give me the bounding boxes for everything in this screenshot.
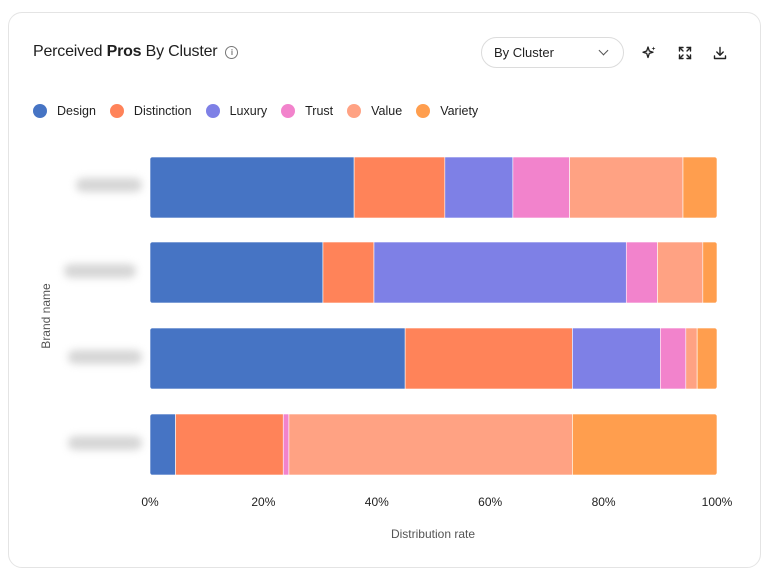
download-icon[interactable] bbox=[711, 44, 729, 62]
legend-label: Distinction bbox=[133, 104, 192, 118]
bar-row bbox=[150, 414, 717, 475]
legend-swatch bbox=[109, 104, 124, 118]
legend-label: Trust bbox=[305, 104, 334, 118]
bar-segment-value[interactable] bbox=[288, 414, 573, 475]
bar-row bbox=[150, 157, 717, 218]
bar-segment-value[interactable] bbox=[569, 157, 684, 218]
legend-item-distinction[interactable]: Distinction bbox=[109, 104, 192, 118]
bar-row bbox=[150, 328, 717, 389]
brand-label-blurred bbox=[68, 350, 142, 364]
legend-label: Luxury bbox=[229, 104, 268, 118]
bar-segment-variety[interactable] bbox=[572, 414, 717, 475]
title-prefix: Perceived bbox=[33, 43, 107, 60]
chart-legend: Design Distinction Luxury Trust Value Variety bbox=[33, 104, 492, 118]
bar-segment-distinction[interactable] bbox=[322, 242, 375, 303]
legend-label: Design bbox=[57, 104, 96, 118]
legend-swatch bbox=[33, 104, 47, 118]
bar-segment-luxury[interactable] bbox=[373, 242, 627, 303]
bar-segment-design[interactable] bbox=[150, 414, 176, 475]
legend-item-trust[interactable]: Trust bbox=[281, 104, 333, 118]
legend-swatch bbox=[205, 104, 220, 118]
bar-segment-distinction[interactable] bbox=[353, 157, 446, 218]
x-tick-label: 0% bbox=[141, 495, 159, 509]
bar-segment-design[interactable] bbox=[150, 242, 324, 303]
legend-item-value[interactable]: Value bbox=[347, 104, 402, 118]
bar-segment-value[interactable] bbox=[685, 328, 698, 389]
title-suffix: By Cluster bbox=[141, 43, 218, 60]
brand-label-blurred bbox=[64, 264, 136, 278]
legend-item-design[interactable]: Design bbox=[33, 104, 96, 118]
bar-segment-trust[interactable] bbox=[625, 242, 658, 303]
legend-label: Variety bbox=[440, 104, 479, 118]
cluster-select-value: By Cluster bbox=[494, 45, 554, 60]
legend-label: Value bbox=[371, 104, 403, 118]
bar-segment-value[interactable] bbox=[657, 242, 704, 303]
bar-segment-trust[interactable] bbox=[512, 157, 570, 218]
bar-segment-luxury[interactable] bbox=[572, 328, 661, 389]
cluster-select[interactable]: By Cluster bbox=[481, 37, 624, 68]
x-tick-label: 80% bbox=[592, 495, 616, 509]
x-tick-label: 20% bbox=[251, 495, 275, 509]
x-tick-label: 40% bbox=[365, 495, 389, 509]
page-title: Perceived Pros By Cluster i bbox=[33, 43, 239, 61]
title-bold: Pros bbox=[106, 43, 142, 60]
bar-segment-luxury[interactable] bbox=[444, 157, 514, 218]
brand-label-blurred bbox=[76, 178, 142, 192]
bar-segment-distinction[interactable] bbox=[175, 414, 284, 475]
x-tick-label: 60% bbox=[478, 495, 502, 509]
legend-swatch bbox=[281, 104, 296, 118]
bar-segment-variety[interactable] bbox=[682, 157, 717, 218]
brand-label-blurred bbox=[68, 436, 142, 450]
bar-segment-variety[interactable] bbox=[696, 328, 717, 389]
bar-segment-trust[interactable] bbox=[659, 328, 687, 389]
legend-item-luxury[interactable]: Luxury bbox=[205, 104, 268, 118]
legend-item-variety[interactable]: Variety bbox=[416, 104, 478, 118]
bar-segment-design[interactable] bbox=[150, 157, 355, 218]
bar-segment-variety[interactable] bbox=[702, 242, 717, 303]
y-axis-label: Brand name bbox=[39, 283, 53, 349]
info-icon[interactable]: i bbox=[225, 46, 239, 59]
x-tick-label: 100% bbox=[702, 495, 733, 509]
bar-segment-distinction[interactable] bbox=[404, 328, 573, 389]
expand-icon[interactable] bbox=[676, 44, 694, 62]
legend-swatch bbox=[416, 104, 431, 118]
bar-row bbox=[150, 242, 717, 303]
bar-segment-design[interactable] bbox=[150, 328, 406, 389]
sparkle-icon[interactable] bbox=[640, 44, 658, 62]
bar-segment-trust[interactable] bbox=[282, 414, 290, 475]
x-axis-label: Distribution rate bbox=[391, 527, 475, 541]
legend-swatch bbox=[347, 104, 362, 118]
